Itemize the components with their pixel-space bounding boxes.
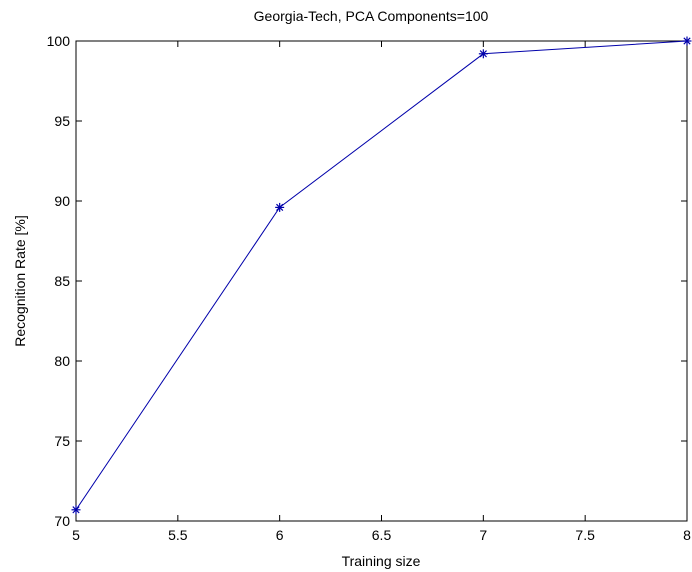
x-tick-label: 8 <box>683 527 691 543</box>
x-tick-label: 6.5 <box>372 527 392 543</box>
x-tick-label: 7.5 <box>575 527 595 543</box>
y-tick-label: 95 <box>54 113 70 129</box>
data-point-marker <box>478 49 488 59</box>
plot-area <box>75 40 688 522</box>
y-axis-title: Recognition Rate [%] <box>12 215 28 347</box>
series-line-0 <box>75 40 688 511</box>
y-tick-label: 80 <box>54 353 70 369</box>
y-tick-label: 70 <box>54 513 70 529</box>
x-tick-label: 5 <box>72 527 80 543</box>
data-point-marker <box>71 505 81 515</box>
x-tick-label: 5.5 <box>168 527 188 543</box>
data-point-marker <box>275 202 285 212</box>
y-tick-label: 85 <box>54 273 70 289</box>
series-group <box>71 36 692 515</box>
x-tick-label: 6 <box>276 527 284 543</box>
y-axis: 70 75 80 85 90 95 100 <box>47 33 687 529</box>
y-tick-label: 75 <box>54 433 70 449</box>
x-axis-title: Training size <box>342 553 421 569</box>
x-axis: 5 5.5 6 6.5 7 7.5 8 <box>72 41 691 543</box>
chart-title: Georgia-Tech, PCA Components=100 <box>254 8 489 24</box>
y-tick-label: 90 <box>54 193 70 209</box>
x-tick-label: 7 <box>479 527 487 543</box>
y-tick-label: 100 <box>47 33 71 49</box>
data-point-marker <box>682 36 692 46</box>
